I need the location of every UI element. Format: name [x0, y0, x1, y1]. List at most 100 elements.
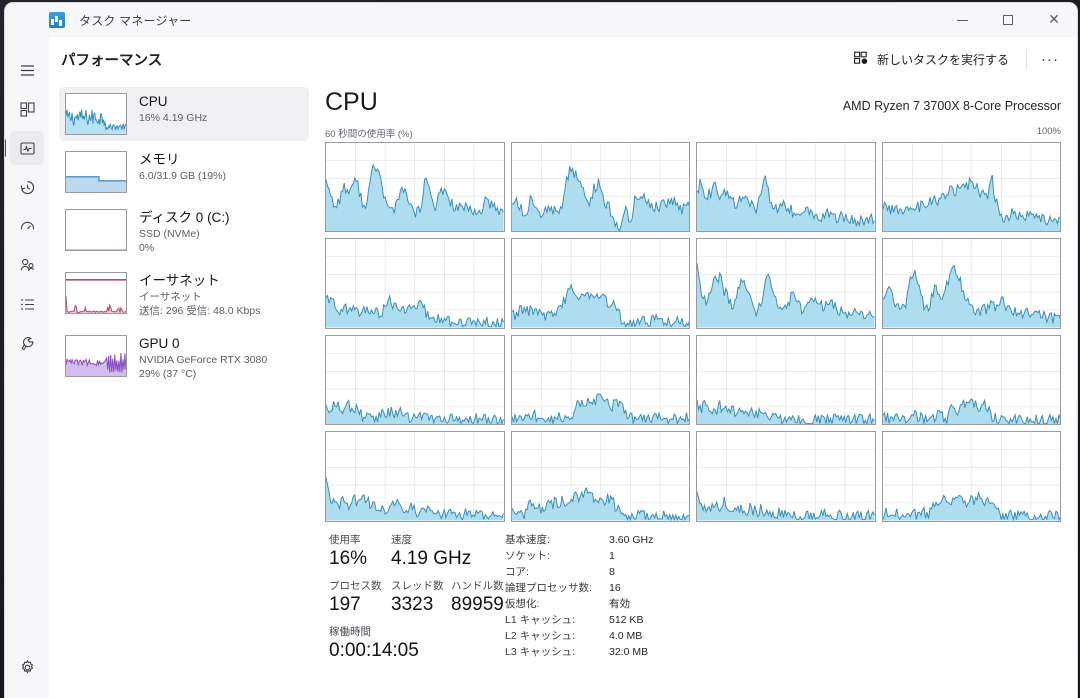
resource-item-detail: SSD (NVMe) [139, 227, 200, 240]
gpu-thumbnail-icon [65, 334, 127, 377]
logical-processor-graph[interactable] [325, 141, 505, 232]
resource-item-memory[interactable]: メモリ 6.0/31.9 GB (19%) [59, 145, 309, 199]
resource-item-text: イーサネット イーサネット 送信: 296 受信: 48.0 Kbps [139, 272, 260, 319]
page-title: パフォーマンス [61, 52, 163, 69]
handles-label: ハンドル数 [451, 579, 504, 592]
logical-processor-graph[interactable] [881, 238, 1061, 329]
logical-processor-graph[interactable] [696, 334, 876, 425]
axis-right-label: 100% [1036, 125, 1061, 137]
services-icon[interactable] [10, 326, 44, 360]
menu-icon[interactable] [10, 53, 44, 87]
cpu-stats-left: 使用率 16% 速度 4.19 GHz [329, 532, 505, 662]
ethernet-thumbnail-icon [65, 271, 127, 314]
stats-row-2: プロセス数 197 スレッド数 3323 ハンドル数 [329, 578, 505, 615]
spec-row: 論理プロセッサ数: 16 [505, 580, 653, 596]
spec-value: 4.0 MB [609, 629, 643, 642]
window-title: タスク マネージャー [79, 13, 192, 28]
cpu-spec-list: 基本速度: 3.60 GHz ソケット: 1 コア: 8 論理プロセッサ数: 16 仮想化: 有効… [505, 532, 653, 662]
resource-item-name: イーサネット [139, 272, 220, 288]
spec-value: 512 KB [609, 613, 644, 626]
resource-item-text: ディスク 0 (C:) SSD (NVMe) 0% [139, 209, 230, 256]
logical-processor-graph[interactable] [325, 238, 505, 329]
resource-item-gpu[interactable]: GPU 0 NVIDIA GeForce RTX 3080 29% (37 °C) [59, 329, 309, 388]
resource-item-name: CPU [139, 94, 168, 109]
resource-item-disk[interactable]: ディスク 0 (C:) SSD (NVMe) 0% [59, 203, 309, 262]
panes: CPU 16% 4.19 GHz メモリ 6.0/31.9 GB (19%) ディス… [49, 81, 1077, 698]
resource-item-ethernet[interactable]: イーサネット イーサネット 送信: 296 受信: 48.0 Kbps [59, 266, 309, 325]
logical-processor-graph[interactable] [696, 431, 876, 522]
spec-label: コア: [505, 565, 529, 578]
processes-icon[interactable] [10, 92, 44, 126]
logical-processor-graph[interactable] [510, 334, 690, 425]
spec-row: L1 キャッシュ: 512 KB [505, 612, 653, 628]
run-new-task-label: 新しいタスクを実行する [876, 52, 1009, 67]
cpu-model-label: AMD Ryzen 7 3700X 8-Core Processor [842, 98, 1061, 113]
speed-value: 4.19 GHz [391, 547, 472, 569]
startup-apps-icon[interactable] [10, 209, 44, 243]
spec-label: 仮想化: [505, 597, 540, 610]
spec-label: 基本速度: [505, 533, 550, 546]
app-history-icon[interactable] [10, 170, 44, 204]
logical-processor-graph[interactable] [696, 141, 876, 232]
logical-processor-graph[interactable] [325, 334, 505, 425]
uptime-value: 0:00:14:05 [329, 640, 419, 662]
uptime-stat: 稼働時間 0:00:14:05 [329, 624, 505, 661]
spec-row: L2 キャッシュ: 4.0 MB [505, 628, 653, 644]
resource-item-text: GPU 0 NVIDIA GeForce RTX 3080 29% (37 °C) [139, 335, 267, 382]
spec-value: 有効 [609, 597, 630, 610]
spec-row: 基本速度: 3.60 GHz [505, 532, 653, 548]
logical-processor-grid[interactable] [325, 141, 1061, 522]
spec-label: L2 キャッシュ: [505, 629, 576, 642]
run-new-task-button[interactable]: 新しいタスクを実行する [844, 44, 1018, 74]
spec-value: 32.0 MB [609, 645, 649, 658]
axis-left-label: 60 秒間の使用率 (%) [325, 128, 413, 140]
spec-value: 8 [609, 565, 615, 578]
new-task-icon [853, 50, 869, 69]
resource-item-text: CPU 16% 4.19 GHz [139, 93, 207, 125]
resource-item-name: GPU 0 [139, 335, 180, 351]
logical-processor-graph[interactable] [510, 141, 690, 232]
logical-processor-graph[interactable] [510, 238, 690, 329]
title-bar: タスク マネージャー ✕ [5, 3, 1077, 37]
performance-icon[interactable] [5, 131, 44, 165]
settings-gear-icon[interactable] [10, 650, 44, 684]
cpu-stats: 使用率 16% 速度 4.19 GHz [325, 522, 1061, 662]
details-icon[interactable] [10, 287, 44, 321]
task-manager-window: タスク マネージャー ✕ [4, 2, 1078, 698]
spec-value: 3.60 GHz [609, 533, 654, 546]
axis-spacer [413, 126, 1037, 140]
content-area: パフォーマンス 新しいタスクを実行する [49, 37, 1077, 698]
resource-item-text: メモリ 6.0/31.9 GB (19%) [139, 151, 226, 183]
logical-processor-graph[interactable] [325, 431, 505, 522]
resource-item-name: メモリ [139, 152, 180, 167]
logical-processor-graph[interactable] [881, 141, 1061, 232]
processes-label: プロセス数 [329, 579, 382, 592]
processes-value: 197 [329, 593, 361, 615]
resource-item-name: ディスク 0 (C:) [139, 210, 230, 225]
resource-item-detail: NVIDIA GeForce RTX 3080 [139, 353, 268, 366]
cpu-thumbnail-icon [65, 93, 127, 135]
threads-label: スレッド数 [391, 579, 444, 592]
utilization-label: 使用率 [329, 533, 361, 546]
spec-label: L3 キャッシュ: [505, 645, 576, 658]
logical-processor-graph[interactable] [881, 334, 1061, 425]
spec-row: コア: 8 [505, 564, 653, 580]
maximize-button[interactable] [985, 3, 1031, 37]
top-toolbar: パフォーマンス 新しいタスクを実行する [49, 37, 1077, 81]
logical-processor-graph[interactable] [881, 431, 1061, 522]
cpu-header: CPU AMD Ryzen 7 3700X 8-Core Processor [325, 88, 1061, 117]
logical-processor-graph[interactable] [510, 431, 690, 522]
speed-label: 速度 [391, 533, 412, 546]
window-controls: ✕ [939, 3, 1077, 37]
logical-processor-graph[interactable] [696, 238, 876, 329]
spec-label: L1 キャッシュ: [505, 613, 576, 626]
minimize-button[interactable] [939, 3, 985, 37]
users-icon[interactable] [10, 248, 44, 282]
cpu-heading: CPU [325, 88, 378, 116]
toolbar-divider [1026, 50, 1027, 68]
resource-item-cpu[interactable]: CPU 16% 4.19 GHz [59, 87, 309, 141]
axis-row: 60 秒間の使用率 (%) 100% [325, 126, 1061, 140]
spec-row: L3 キャッシュ: 32.0 MB [505, 644, 653, 660]
close-button[interactable]: ✕ [1048, 12, 1060, 28]
more-options-button[interactable]: ··· [1041, 50, 1059, 68]
